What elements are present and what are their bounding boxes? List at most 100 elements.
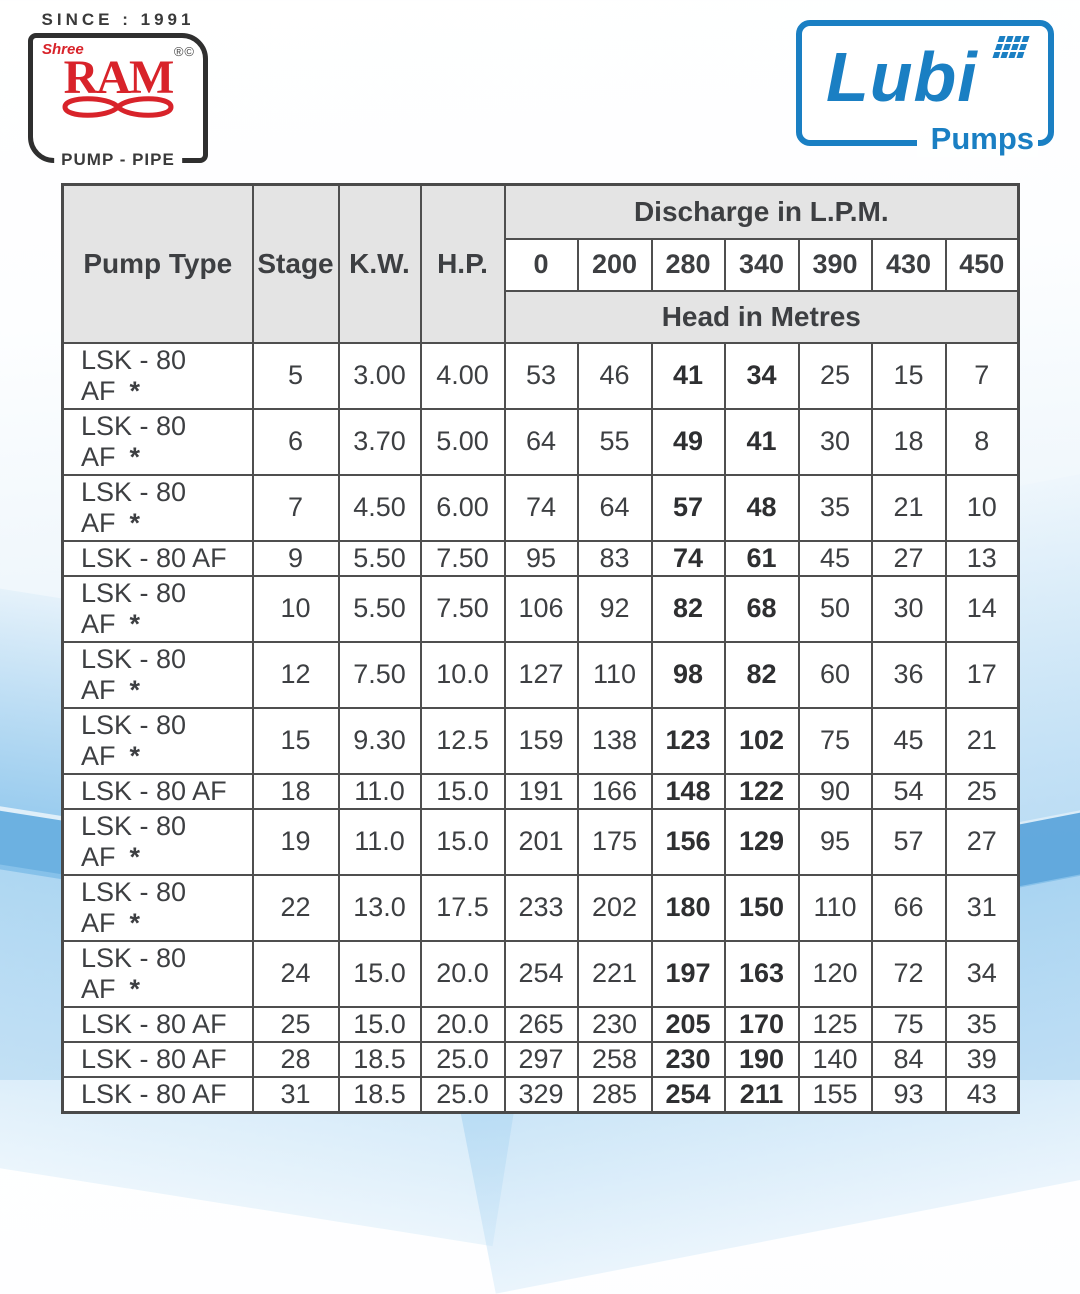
head-value-cell: 150 xyxy=(723,873,800,942)
head-value-cell: 61 xyxy=(723,539,800,577)
pump-star-marker: * xyxy=(129,507,141,538)
head-value-cell: 254 xyxy=(503,939,579,1008)
kw-cell: 18.5 xyxy=(337,1040,422,1078)
stage-cell: 31 xyxy=(251,1075,340,1113)
hp-cell: 12.5 xyxy=(419,706,506,775)
head-value-cell: 21 xyxy=(870,473,947,542)
head-value-cell: 129 xyxy=(723,807,800,876)
head-value-cell: 8 xyxy=(944,407,1020,476)
head-value-cell: 64 xyxy=(576,473,653,542)
table-row: LSK - 80 AF 31 18.5 25.0 329 285 254 211 155 93 43 xyxy=(61,1075,1020,1113)
head-value-cell: 230 xyxy=(576,1005,653,1043)
pump-star-marker: * xyxy=(129,608,141,639)
stage-cell: 12 xyxy=(251,640,340,709)
pump-type-name: LSK - 80 AF xyxy=(81,810,187,872)
kw-cell: 3.00 xyxy=(337,341,422,410)
head-value-cell: 102 xyxy=(723,706,800,775)
hp-cell: 6.00 xyxy=(419,473,506,542)
head-value-cell: 148 xyxy=(650,772,726,810)
pump-star-marker: * xyxy=(129,740,141,771)
head-value-cell: 125 xyxy=(797,1005,873,1043)
head-value-cell: 170 xyxy=(723,1005,800,1043)
hp-cell: 4.00 xyxy=(419,341,506,410)
discharge-value: 390 xyxy=(797,237,873,292)
head-value-cell: 258 xyxy=(576,1040,653,1078)
head-value-cell: 191 xyxy=(503,772,579,810)
table-row: LSK - 80 AF * 10 5.50 7.50 106 92 82 68 50 30 14 xyxy=(61,574,1020,643)
pump-type-name: LSK - 80 AF xyxy=(81,876,187,938)
pump-spec-table: Pump Type Stage K.W. H.P. Discharge in L… xyxy=(61,183,1021,1114)
pump-type-name: LSK - 80 AF xyxy=(81,476,187,538)
head-value-cell: 74 xyxy=(650,539,726,577)
header-kw: K.W. xyxy=(337,183,422,344)
stage-cell: 7 xyxy=(251,473,340,542)
ram-infinity-swash-icon xyxy=(62,96,174,118)
kw-cell: 9.30 xyxy=(337,706,422,775)
head-value-cell: 120 xyxy=(797,939,873,1008)
pump-type-cell: LSK - 80 AF * xyxy=(61,407,254,476)
head-value-cell: 45 xyxy=(797,539,873,577)
head-value-cell: 180 xyxy=(650,873,726,942)
table-header: Pump Type Stage K.W. H.P. Discharge in L… xyxy=(61,183,1020,344)
kw-cell: 13.0 xyxy=(337,873,422,942)
head-value-cell: 35 xyxy=(944,1005,1020,1043)
head-value-cell: 82 xyxy=(723,640,800,709)
pump-type-name: LSK - 80 AF xyxy=(81,1008,227,1039)
table-row: LSK - 80 AF * 19 11.0 15.0 201 175 156 129 95 57 27 xyxy=(61,807,1020,876)
kw-cell: 15.0 xyxy=(337,1005,422,1043)
table-row: LSK - 80 AF 28 18.5 25.0 297 258 230 190 140 84 39 xyxy=(61,1040,1020,1078)
head-value-cell: 49 xyxy=(650,407,726,476)
head-value-cell: 57 xyxy=(870,807,947,876)
head-value-cell: 53 xyxy=(503,341,579,410)
head-value-cell: 10 xyxy=(944,473,1020,542)
kw-cell: 11.0 xyxy=(337,807,422,876)
head-value-cell: 30 xyxy=(870,574,947,643)
head-value-cell: 31 xyxy=(944,873,1020,942)
pump-type-name: LSK - 80 AF xyxy=(81,1043,227,1074)
discharge-value: 200 xyxy=(576,237,653,292)
head-value-cell: 34 xyxy=(944,939,1020,1008)
table-row: LSK - 80 AF * 24 15.0 20.0 254 221 197 163 120 72 3… xyxy=(61,939,1020,1008)
head-value-cell: 64 xyxy=(503,407,579,476)
head-value-cell: 30 xyxy=(797,407,873,476)
pump-star-marker: * xyxy=(129,841,141,872)
pump-type-cell: LSK - 80 AF * xyxy=(61,939,254,1008)
shree-text: Shree xyxy=(42,41,84,58)
pump-type-name: LSK - 80 AF xyxy=(81,942,187,1004)
shree-ram-logo: SINCE : 1991 Shree ®© RAM PUMP - PIPE xyxy=(28,10,208,170)
head-value-cell: 230 xyxy=(650,1040,726,1078)
hp-cell: 25.0 xyxy=(419,1075,506,1113)
lubi-wordmark: Lubi xyxy=(826,38,978,116)
head-value-cell: 166 xyxy=(576,772,653,810)
head-value-cell: 92 xyxy=(576,574,653,643)
pump-type-cell: LSK - 80 AF * xyxy=(61,807,254,876)
head-value-cell: 98 xyxy=(650,640,726,709)
stage-cell: 25 xyxy=(251,1005,340,1043)
pump-type-cell: LSK - 80 AF xyxy=(61,1005,254,1043)
kw-cell: 3.70 xyxy=(337,407,422,476)
discharge-value: 0 xyxy=(503,237,579,292)
head-value-cell: 106 xyxy=(503,574,579,643)
discharge-value: 340 xyxy=(723,237,800,292)
head-value-cell: 18 xyxy=(870,407,947,476)
head-value-cell: 66 xyxy=(870,873,947,942)
head-value-cell: 45 xyxy=(870,706,947,775)
table-row: LSK - 80 AF * 7 4.50 6.00 74 64 57 48 35 21 10 xyxy=(61,473,1020,542)
hp-cell: 15.0 xyxy=(419,772,506,810)
head-value-cell: 75 xyxy=(797,706,873,775)
head-value-cell: 127 xyxy=(503,640,579,709)
kw-cell: 4.50 xyxy=(337,473,422,542)
ram-logo-box: Shree ®© RAM PUMP - PIPE xyxy=(28,33,208,170)
pump-type-cell: LSK - 80 AF * xyxy=(61,341,254,410)
head-value-cell: 46 xyxy=(576,341,653,410)
head-value-cell: 75 xyxy=(870,1005,947,1043)
kw-cell: 18.5 xyxy=(337,1075,422,1113)
head-value-cell: 21 xyxy=(944,706,1020,775)
pump-star-marker: * xyxy=(129,907,141,938)
stage-cell: 18 xyxy=(251,772,340,810)
pump-type-cell: LSK - 80 AF * xyxy=(61,873,254,942)
kw-cell: 5.50 xyxy=(337,539,422,577)
kw-cell: 5.50 xyxy=(337,574,422,643)
head-value-cell: 297 xyxy=(503,1040,579,1078)
head-value-cell: 39 xyxy=(944,1040,1020,1078)
